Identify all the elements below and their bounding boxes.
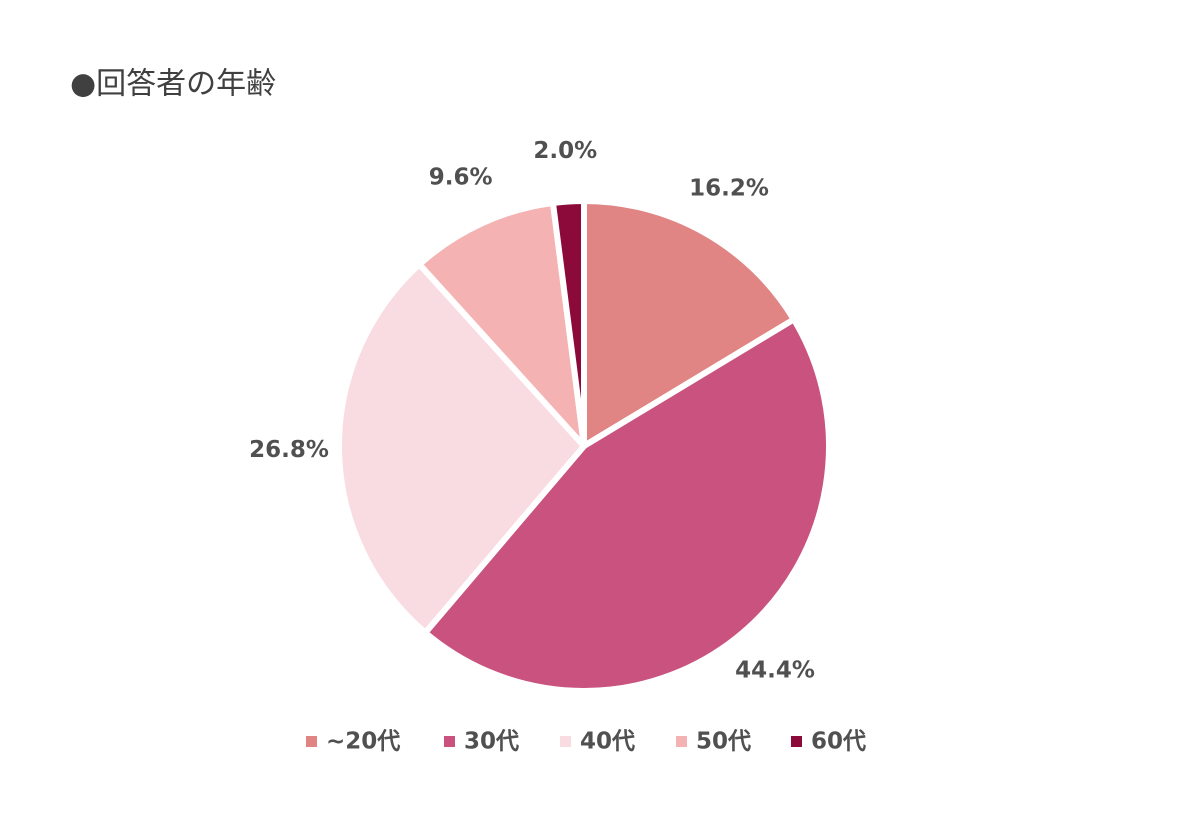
legend-label: 60代 [811,729,866,755]
legend-swatch [791,736,802,747]
legend-label: 50代 [696,729,751,755]
data-label: 26.8% [249,437,329,463]
data-label: 9.6% [429,165,493,191]
legend-label: 40代 [580,729,635,755]
data-label: 44.4% [735,657,815,683]
pie-slice [336,261,587,636]
pie-slice [581,198,797,449]
legend: ~20代 30代 40代 50代 60代 [306,729,866,755]
legend-swatch [306,736,317,747]
legend-swatch [444,736,455,747]
legend-swatch [560,736,571,747]
legend-label: 30代 [464,729,519,755]
pie: 16.2% 44.4% 26.8% 9.6% 2.0% [249,138,832,694]
chart-title: ●回答者の年齢 [70,67,276,102]
legend-label: ~20代 [326,729,400,755]
data-label: 2.0% [533,138,597,164]
pie-slice [416,199,587,449]
legend-swatch [676,736,687,747]
pie-slice [549,198,587,449]
pie-slice [422,316,832,694]
data-label: 16.2% [689,176,769,202]
